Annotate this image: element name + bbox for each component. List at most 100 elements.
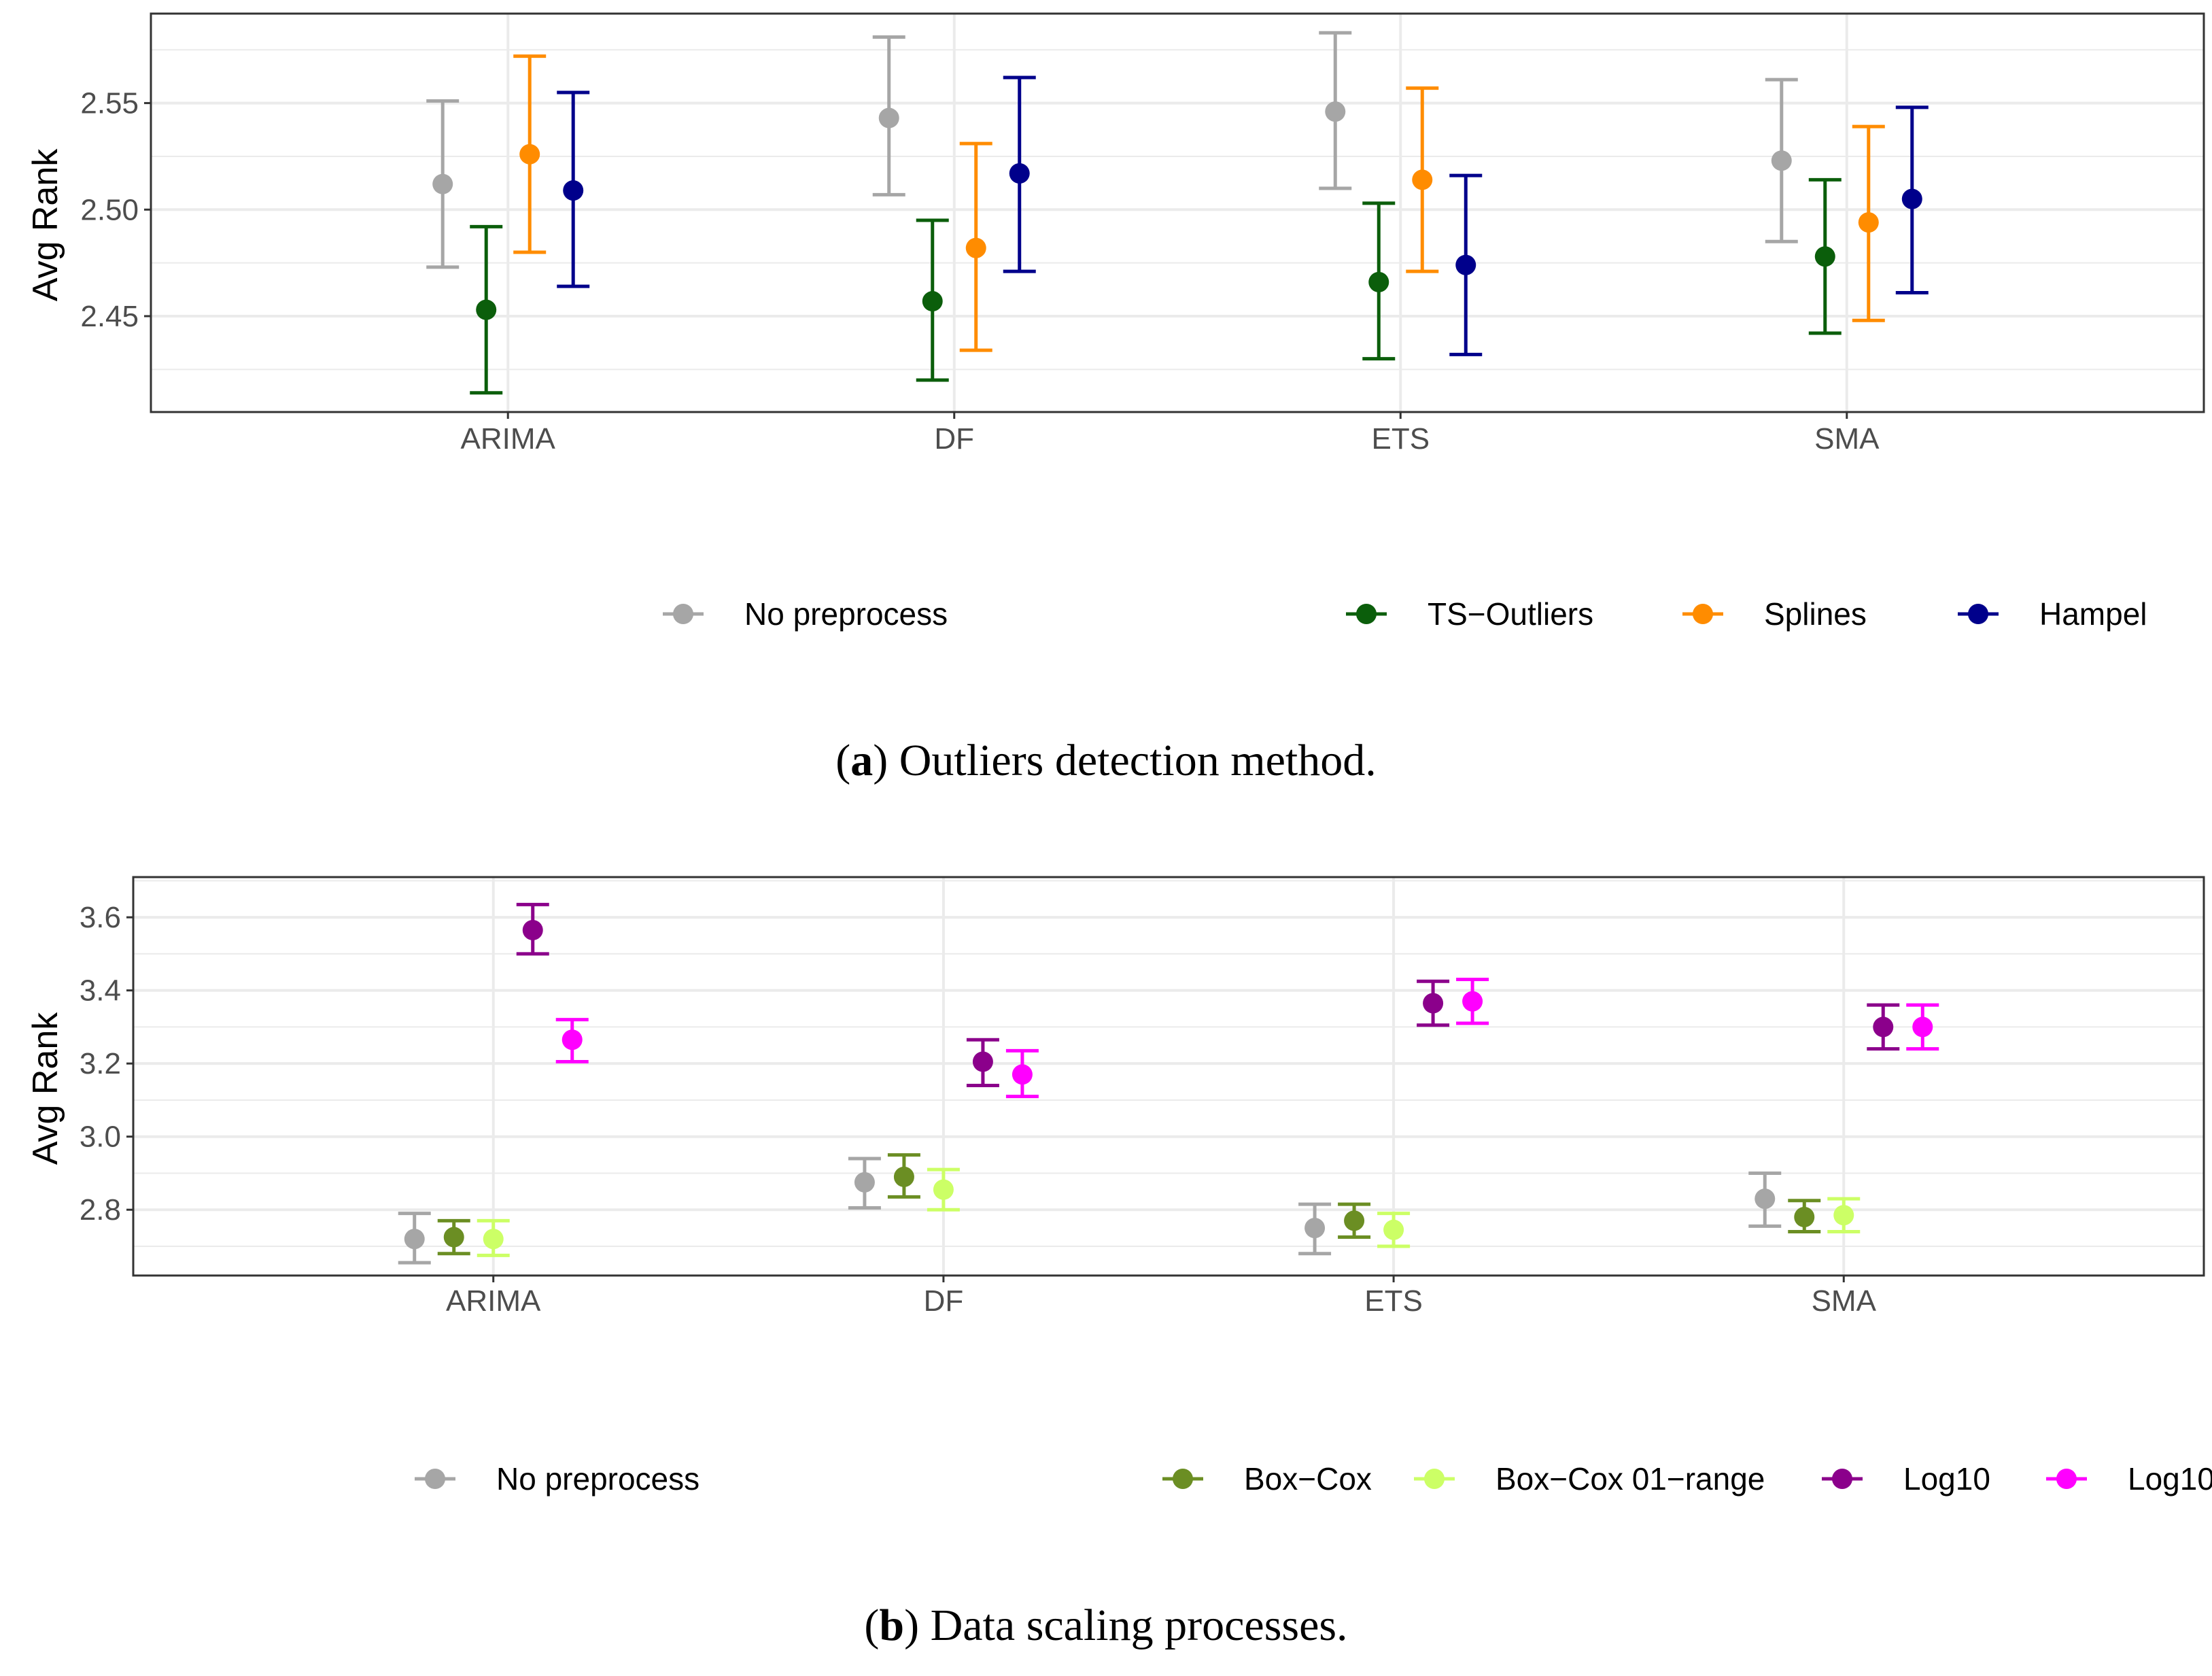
data-point (522, 919, 543, 940)
data-point (1344, 1210, 1365, 1231)
data-point (1912, 1016, 1933, 1038)
x-tick-label: DF (934, 422, 974, 456)
y-tick-label: 2.45 (80, 300, 139, 333)
series-0 (426, 31, 1798, 269)
caption-close-paren: ) (904, 1601, 930, 1650)
legend-label: Log10 (1903, 1461, 1990, 1497)
caption-open-paren: ( (864, 1601, 879, 1650)
legend-label: No preprocess (496, 1461, 699, 1497)
y-tick-label: 2.55 (80, 87, 139, 120)
x-tick-label: ETS (1364, 1284, 1423, 1318)
data-point (1755, 1188, 1776, 1210)
data-point (1833, 1205, 1854, 1226)
y-tick-label: 3.2 (80, 1047, 121, 1080)
caption: (b) Data scaling processes. (864, 1601, 1347, 1650)
data-point (1412, 169, 1433, 190)
legend-label: Hampel (2039, 596, 2147, 632)
series-4 (555, 978, 1939, 1099)
plot-panel (133, 877, 2204, 1276)
x-tick-label: SMA (1814, 422, 1880, 456)
legend-label: Box−Cox (1244, 1461, 1372, 1497)
data-point (1814, 246, 1835, 267)
x-tick-label: ARIMA (446, 1284, 541, 1318)
data-point (933, 1179, 954, 1200)
data-point (878, 107, 899, 129)
legend-key-point (425, 1469, 445, 1489)
data-point (1901, 188, 1922, 209)
legend-key-point (1832, 1469, 1852, 1489)
legend-label: Log10 01−range (2128, 1461, 2212, 1497)
data-point (1009, 163, 1030, 184)
caption-text: Data scaling processes. (931, 1601, 1348, 1650)
caption: (a) Outliers detection method. (835, 736, 1376, 785)
legend-key-point (1356, 604, 1377, 624)
y-tick-label: 3.4 (80, 974, 121, 1008)
legend-item: TS−Outliers (1346, 596, 1593, 632)
series-1 (437, 1153, 1821, 1256)
data-point (1012, 1064, 1033, 1085)
legend-item: Box−Cox (1162, 1461, 1372, 1497)
data-point (563, 180, 584, 201)
y-axis-title: Avg Rank (26, 148, 65, 302)
data-point (854, 1172, 875, 1193)
series-0 (398, 1157, 1782, 1265)
data-point (1873, 1016, 1894, 1038)
series-2 (477, 1167, 1861, 1257)
y-tick-label: 2.8 (80, 1193, 121, 1227)
data-point (1304, 1218, 1326, 1239)
legend-item: No preprocess (415, 1461, 699, 1497)
panel-border (132, 876, 2205, 1277)
data-point (404, 1229, 425, 1250)
legend: No preprocess Box−Cox Box−Cox 01−range Log1… (415, 1461, 2212, 1497)
caption-letter: a (850, 736, 873, 785)
data-point (443, 1227, 464, 1248)
data-point (1325, 101, 1346, 122)
legend-item: Splines (1682, 596, 1867, 632)
legend-item: Log10 (1822, 1461, 1990, 1497)
legend-label: Splines (1764, 596, 1867, 632)
y-tick-label: 3.0 (80, 1121, 121, 1154)
y-tick-label: 2.50 (80, 193, 139, 226)
legend-item: No preprocess (663, 596, 948, 632)
chart-b: 2.8 3.0 3.2 3.4 3.6 ARIMA DF ETS SMA Avg Rank No p… (26, 876, 2212, 1650)
data-point (476, 299, 497, 320)
x-tick-label: ETS (1371, 422, 1430, 456)
legend-key-point (1173, 1469, 1193, 1489)
legend-key-point (1968, 604, 1988, 624)
legend-key-point (673, 604, 693, 624)
caption-letter: b (879, 1601, 904, 1650)
x-tick-label: SMA (1812, 1284, 1877, 1318)
legend: No preprocess TS−Outliers Splines Hampel (663, 596, 2147, 632)
series-3 (557, 75, 1929, 356)
caption-close-paren: ) (873, 736, 899, 785)
data-point (1858, 212, 1879, 233)
plot-panel (151, 14, 2204, 412)
panel-border (150, 12, 2205, 413)
y-tick-label: 3.6 (80, 901, 121, 934)
legend-label: TS−Outliers (1428, 596, 1593, 632)
legend-label: Box−Cox 01−range (1496, 1461, 1765, 1497)
x-tick-label: ARIMA (461, 422, 556, 456)
data-point (972, 1051, 993, 1072)
data-point (1368, 271, 1389, 292)
data-point (1423, 993, 1444, 1014)
data-point (965, 237, 986, 258)
caption-text: Outliers detection method. (899, 736, 1377, 785)
y-axis-title: Avg Rank (26, 1012, 65, 1165)
series-1 (470, 177, 1842, 395)
data-point (1771, 150, 1792, 171)
data-point (1455, 254, 1476, 275)
legend-item: Log10 01−range (2046, 1461, 2212, 1497)
data-point (483, 1229, 504, 1250)
legend-key-point (2056, 1469, 2077, 1489)
series-2 (513, 54, 1885, 352)
chart-a: 2.45 2.50 2.55 ARIMA DF ETS SMA Avg Rank No prep… (26, 12, 2205, 785)
data-point (922, 291, 943, 312)
data-point (432, 173, 453, 194)
data-point (561, 1029, 583, 1050)
data-point (1794, 1206, 1815, 1227)
data-point (519, 143, 540, 165)
legend-key-point (1424, 1469, 1445, 1489)
legend-label: No preprocess (744, 596, 948, 632)
